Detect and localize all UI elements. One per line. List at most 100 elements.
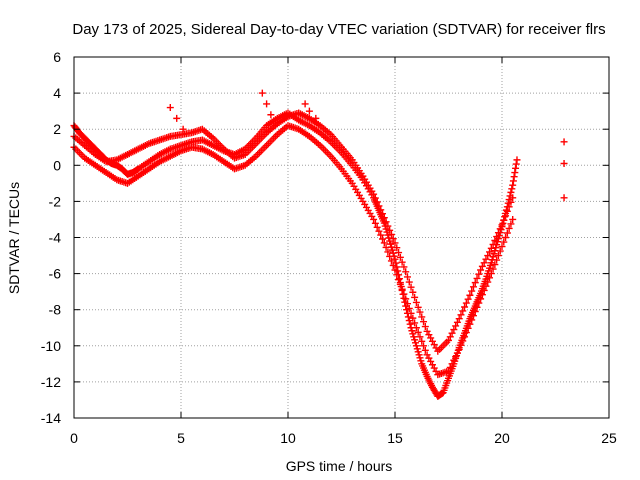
data-point-marker: [407, 283, 415, 291]
data-point-marker: [377, 206, 385, 214]
data-point-marker: [406, 320, 414, 328]
data-point-marker: [421, 323, 429, 331]
data-point-marker: [473, 274, 481, 282]
data-point-marker: [468, 287, 476, 295]
data-point-marker: [448, 329, 456, 337]
data-point-marker: [509, 194, 517, 202]
data-point-marker: [494, 229, 502, 237]
grid-lines: [74, 57, 609, 418]
data-point-marker: [409, 288, 417, 296]
data-point-marker: [493, 233, 501, 241]
data-point-marker: [505, 224, 513, 232]
data-point-marker: [263, 100, 271, 108]
data-point-marker: [395, 275, 403, 283]
x-tick-label: 20: [494, 430, 510, 446]
data-point-marker: [459, 337, 467, 345]
y-tick-label: 2: [53, 121, 61, 137]
data-point-marker: [512, 164, 520, 172]
data-point-marker: [421, 346, 429, 354]
data-point-marker: [507, 198, 515, 206]
data-point-marker: [371, 194, 379, 202]
data-point-marker: [475, 270, 483, 278]
data-point-marker: [480, 259, 488, 267]
x-tick-label: 0: [70, 430, 78, 446]
y-tick-label: -8: [49, 302, 62, 318]
data-point-marker: [412, 324, 420, 332]
data-point-marker: [471, 279, 479, 287]
data-point-marker: [477, 266, 485, 274]
data-point-marker: [370, 190, 378, 198]
data-point-marker: [466, 320, 474, 328]
data-point-marker: [487, 270, 495, 278]
data-point-marker: [411, 319, 419, 327]
data-point-marker: [457, 311, 465, 319]
data-point-marker: [482, 255, 490, 263]
data-point-marker: [496, 247, 504, 255]
data-point-marker: [405, 304, 413, 312]
data-point-marker: [396, 280, 404, 288]
data-point-marker: [502, 234, 510, 241]
data-point-marker: [405, 278, 413, 286]
data-point-marker: [301, 100, 309, 108]
data-point-marker: [480, 286, 488, 294]
data-point-marker: [373, 198, 381, 206]
data-point-marker: [382, 243, 390, 251]
data-point-marker: [391, 255, 399, 263]
data-point-marker: [258, 89, 266, 97]
data-point-marker: [412, 298, 420, 306]
data-point-marker: [491, 237, 499, 245]
data-point-marker: [496, 225, 504, 233]
data-point-marker: [409, 314, 417, 322]
data-point-marker: [400, 290, 408, 298]
data-point-marker: [461, 303, 469, 311]
data-point-marker: [473, 303, 481, 311]
data-point-marker: [418, 337, 426, 345]
data-point-marker: [452, 353, 460, 361]
data-point-marker: [482, 282, 490, 290]
data-point-marker: [464, 324, 472, 332]
data-point-marker: [387, 230, 395, 238]
data-point-marker: [377, 231, 385, 239]
data-point-marker: [455, 345, 463, 353]
data-point-marker: [391, 239, 399, 247]
y-axis-label: SDTVAR / TECUs: [6, 182, 22, 294]
x-tick-label: 5: [177, 430, 185, 446]
y-tick-label: 4: [53, 85, 61, 101]
data-point-marker: [384, 222, 392, 230]
y-tick-label: 6: [53, 49, 61, 65]
data-point-marker: [398, 258, 406, 266]
x-tick-label: 15: [387, 430, 403, 446]
data-point-marker: [560, 159, 568, 167]
y-tick-label: -14: [41, 410, 61, 426]
data-point-marker: [462, 299, 470, 307]
data-point-marker: [420, 342, 428, 350]
data-point-marker: [370, 215, 378, 223]
data-point-marker: [502, 212, 510, 220]
data-point-marker: [491, 261, 499, 269]
data-point-marker: [489, 265, 497, 273]
data-point-marker: [173, 114, 181, 122]
data-point-marker: [501, 213, 509, 221]
data-point-marker: [445, 336, 452, 344]
data-point-marker: [380, 239, 388, 247]
data-point-marker: [402, 268, 410, 276]
data-point-marker: [398, 285, 406, 293]
data-point-marker: [395, 276, 403, 284]
y-tick-label: -4: [49, 230, 62, 246]
data-point-marker: [509, 215, 517, 223]
data-point-marker: [452, 322, 460, 330]
data-point-marker: [560, 194, 568, 202]
data-point-marker: [486, 248, 494, 256]
data-point-marker: [508, 185, 516, 193]
data-point-marker: [416, 308, 424, 316]
data-point-marker: [511, 169, 519, 177]
data-point-marker: [393, 271, 401, 279]
y-tick-label: -2: [49, 193, 62, 209]
data-point-marker: [267, 111, 275, 119]
data-point-marker: [403, 300, 411, 308]
data-point-marker: [448, 360, 456, 368]
y-tick-label: -6: [49, 266, 62, 282]
data-point-marker: [450, 326, 458, 334]
data-point-marker: [494, 252, 502, 260]
